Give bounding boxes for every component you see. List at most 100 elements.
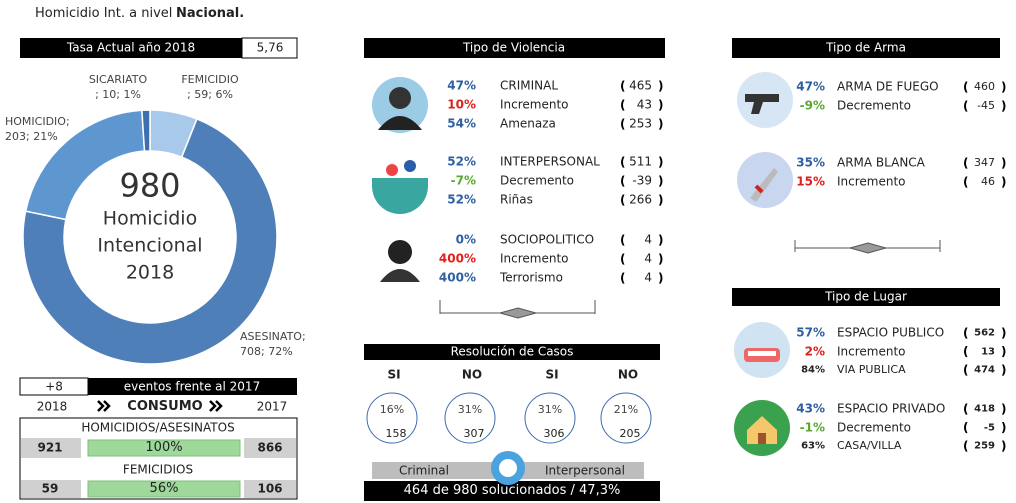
paren: ( [963,326,968,340]
paren: ) [658,271,663,285]
row-label: CASA/VILLA [837,440,959,452]
count: 465 [629,79,652,92]
previous: 106 [257,482,282,495]
paren: ) [658,117,663,131]
center-label: Intencional [97,236,202,257]
pct: 400% [439,271,476,284]
panel-title: Tipo de Lugar [825,290,907,303]
paren: ) [658,98,663,112]
count: 266 [629,193,652,206]
paren: ) [658,155,663,169]
count: -5 [984,422,995,433]
row-label: Amenaza [500,117,618,130]
paren: ) [1001,156,1006,170]
pct: -7% [451,174,476,187]
pct: 2% [805,345,825,358]
paren: ( [620,117,625,131]
paren: ( [620,155,625,169]
circle-pct: 21% [614,404,638,416]
paren: ) [1001,402,1006,416]
circle-count: 205 [620,428,641,440]
count: 418 [974,404,995,415]
diff-label: eventos frente al 2017 [124,380,260,393]
slice-value: 708; 72% [240,346,293,358]
slice-value: ; 59; 6% [187,89,233,101]
previous: 866 [257,441,282,454]
paren: ( [620,79,625,93]
pct: -1% [800,421,825,434]
footer: 464 de 980 solucionados / 47,3% [404,484,621,498]
pct: 47% [447,79,476,92]
pct: 0% [456,233,476,246]
pct: 43% [796,402,825,415]
pct: 63% [801,441,825,452]
count: -39 [632,174,652,187]
resolution-icon [499,459,517,477]
paren: ( [963,363,968,377]
circle-pct: 16% [380,404,404,416]
pct: 84% [801,365,825,376]
row-label: ARMA BLANCA [837,156,965,169]
circle-count: 306 [544,428,565,440]
paren: ) [1001,363,1006,377]
slice-label: ASESINATO; [240,331,306,343]
paren: ) [1001,99,1006,113]
diff: +8 [45,380,63,393]
group-label: Interpersonal [545,464,625,477]
count: 511 [629,155,652,168]
page-title: Homicidio Int. a nivel [35,7,172,21]
group-label: Criminal [399,464,449,477]
circle-count: 158 [386,428,407,440]
pct: 52% [447,155,476,168]
count: 253 [629,117,652,130]
center-label: 2018 [126,263,174,284]
panel-title: Resolución de Casos [451,345,574,358]
row-label: Incremento [500,252,618,265]
pct: 52% [447,193,476,206]
rate-value: 5,76 [257,41,284,54]
pct: 10% [447,98,476,111]
center-label: Homicidio [103,209,197,230]
pct: 15% [796,175,825,188]
pct: 35% [796,156,825,169]
count: 4 [644,271,652,284]
count: 43 [637,98,652,111]
col-header: SI [387,368,400,381]
paren: ) [658,193,663,207]
paren: ( [620,193,625,207]
rate-label: Tasa Actual año 2018 [67,41,195,54]
paren: ( [963,402,968,416]
paren: ) [658,174,663,188]
row-label: FEMICIDIOS [123,463,193,476]
panel-title: Tipo de Violencia [463,41,565,54]
panel-title: Tipo de Arma [826,41,906,54]
pct: 47% [796,80,825,93]
count: 460 [974,81,995,93]
paren: ) [658,252,663,266]
slice-label: FEMICIDIO [181,74,238,86]
row-label: Incremento [837,345,959,358]
paren: ) [1001,326,1006,340]
count: 46 [981,176,995,188]
row-label: Incremento [837,175,965,188]
current: 59 [42,482,59,495]
row-label: Decremento [500,174,618,187]
slice-label: HOMICIDIO; [5,116,70,128]
row-label: INTERPERSONAL [500,155,618,168]
percent: 56% [150,482,179,496]
row-label: Terrorismo [500,271,618,284]
paren: ) [658,233,663,247]
resolution-circles [367,393,651,443]
paren: ( [620,271,625,285]
count: 474 [974,365,995,376]
count: 13 [981,346,995,357]
year: 2017 [257,400,288,413]
percent: 100% [145,441,182,455]
pct: -9% [800,99,825,112]
count: 259 [974,441,995,452]
row-label: Riñas [500,193,618,206]
paren: ) [1001,439,1006,453]
row-label: VIA PUBLICA [837,364,959,376]
row-label: ESPACIO PÙBLICO [837,326,959,339]
row-label: Decremento [837,421,959,434]
